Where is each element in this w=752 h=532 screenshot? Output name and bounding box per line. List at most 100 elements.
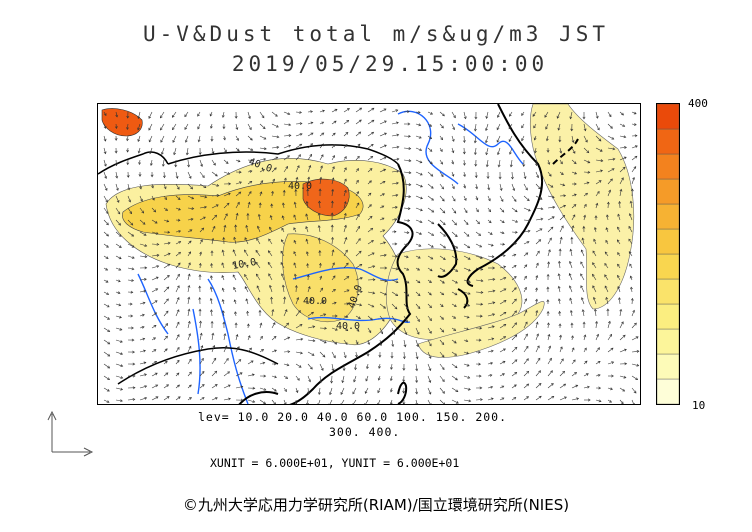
- wind-arrowhead: [345, 315, 349, 318]
- wind-arrow: [151, 219, 158, 224]
- wind-arrowhead: [344, 236, 348, 240]
- wind-arrowhead: [402, 379, 406, 383]
- wind-arrow: [233, 237, 237, 245]
- wind-arrow: [283, 155, 290, 161]
- wind-arrowhead: [209, 286, 213, 290]
- wind-arrow: [499, 255, 506, 257]
- wind-arrow: [463, 195, 467, 201]
- wind-arrowhead: [143, 277, 147, 281]
- wind-arrowhead: [383, 144, 387, 148]
- wind-arrowhead: [597, 373, 601, 377]
- wind-arrow: [569, 261, 573, 269]
- wind-arrow: [103, 303, 110, 308]
- wind-arrowhead: [148, 127, 152, 131]
- wind-arrow: [283, 166, 288, 173]
- wind-arrowhead: [452, 127, 455, 131]
- wind-arrowhead: [595, 202, 599, 206]
- wind-arrowhead: [455, 269, 459, 272]
- wind-arrowhead: [489, 232, 493, 235]
- wind-arrow: [247, 111, 251, 119]
- wind-arrowhead: [317, 392, 321, 395]
- wind-arrowhead: [210, 320, 214, 324]
- wind-arrow: [199, 159, 203, 167]
- wind-arrow: [223, 384, 231, 389]
- wind-arrow: [509, 111, 513, 117]
- wind-arrowhead: [428, 292, 432, 296]
- wind-arrowhead: [479, 244, 483, 248]
- wind-arrowhead: [582, 225, 586, 229]
- wind-arrow: [535, 228, 543, 233]
- wind-arrow: [427, 291, 432, 296]
- wind-arrowhead: [281, 273, 284, 277]
- wind-arrow: [391, 255, 398, 257]
- wind-arrow: [606, 214, 609, 221]
- wind-arrowhead: [131, 338, 135, 342]
- wind-arrow: [343, 289, 350, 293]
- wind-arrow: [607, 399, 612, 403]
- wind-arrowhead: [451, 138, 455, 142]
- wind-arrowhead: [617, 274, 620, 278]
- wind-arrow: [331, 249, 334, 257]
- wind-arrow: [583, 347, 587, 353]
- wind-arrowhead: [273, 336, 277, 339]
- wind-arrow: [355, 264, 362, 269]
- wind-arrow: [451, 303, 457, 307]
- wind-arrow: [592, 250, 597, 257]
- wind-arrow: [559, 346, 563, 353]
- wind-arrow: [475, 243, 482, 248]
- wind-arrowhead: [114, 138, 118, 141]
- wind-arrow: [498, 159, 501, 167]
- wind-arrowhead: [224, 345, 228, 349]
- wind-arrow: [415, 231, 422, 235]
- wind-arrowhead: [257, 225, 260, 229]
- wind-arrow: [295, 133, 303, 137]
- wind-arrow: [127, 123, 129, 130]
- wind-arrow: [307, 363, 313, 370]
- wind-arrow: [451, 243, 458, 249]
- wind-arrow: [103, 363, 110, 369]
- wind-arrow: [391, 158, 399, 161]
- wind-arrowhead: [611, 136, 615, 140]
- wind-arrow: [343, 190, 347, 197]
- wind-arrowhead: [502, 254, 506, 258]
- wind-arrow: [115, 375, 123, 379]
- wind-arrowhead: [263, 136, 267, 140]
- wind-arrowhead: [593, 308, 597, 312]
- wind-arrowhead: [480, 398, 483, 402]
- wind-arrow: [355, 156, 360, 161]
- wind-arrow: [379, 156, 387, 161]
- wind-arrow: [499, 397, 505, 401]
- wind-arrow: [439, 123, 444, 129]
- wind-arrowhead: [199, 251, 202, 255]
- wind-arrow: [592, 262, 597, 269]
- wind-arrowhead: [611, 374, 614, 378]
- wind-arrowhead: [408, 171, 412, 175]
- wind-arrowhead: [430, 256, 434, 260]
- wind-arrow: [547, 237, 552, 245]
- wind-arrow: [595, 135, 602, 142]
- wind-arrowhead: [234, 116, 238, 119]
- wind-arrowhead: [131, 267, 135, 271]
- wind-arrow: [319, 300, 325, 305]
- wind-arrowhead: [105, 199, 108, 203]
- wind-arrowhead: [598, 386, 602, 390]
- wind-arrowhead: [240, 398, 244, 402]
- wind-arrow: [403, 231, 409, 234]
- wind-arrowhead: [455, 377, 458, 381]
- wind-arrowhead: [283, 402, 287, 404]
- wind-arrow: [439, 147, 443, 152]
- wind-arrowhead: [572, 214, 576, 218]
- wind-arrow: [232, 262, 237, 269]
- wind-arrowhead: [612, 157, 616, 161]
- wind-arrow: [307, 311, 314, 317]
- wind-arrowhead: [358, 238, 361, 241]
- wind-arrow: [199, 333, 202, 341]
- colorbar-swatches: [656, 103, 680, 405]
- wind-arrowhead: [477, 221, 480, 225]
- wind-arrowhead: [521, 113, 524, 116]
- wind-arrowhead: [503, 288, 507, 292]
- wind-arrow: [259, 135, 267, 140]
- wind-arrowhead: [172, 127, 175, 131]
- wind-arrow: [269, 285, 273, 293]
- wind-arrowhead: [546, 310, 550, 314]
